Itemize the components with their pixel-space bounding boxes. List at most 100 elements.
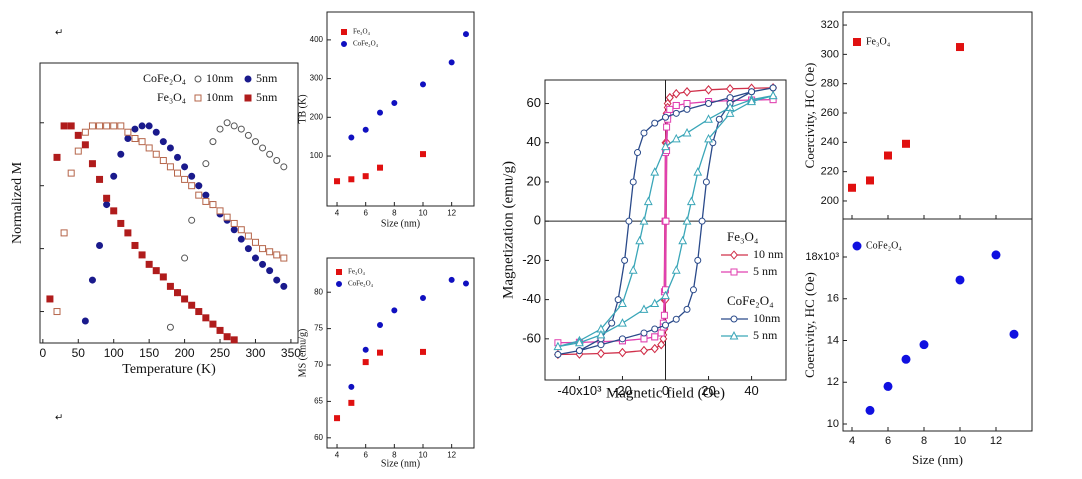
point-marker — [635, 235, 645, 245]
point-marker — [715, 115, 723, 123]
legend-label: 5nm — [256, 71, 278, 85]
point-marker — [678, 235, 688, 245]
y-tick-label: 300 — [821, 48, 839, 60]
point-marker — [103, 122, 111, 130]
legend-label: 10 nm — [753, 247, 784, 261]
x-axis-label: Size (nm) — [912, 452, 963, 467]
x-tick-label: 12 — [447, 208, 456, 217]
point-marker — [67, 169, 75, 177]
point-marker — [448, 59, 455, 66]
point-marker — [628, 265, 638, 274]
point-marker — [768, 90, 778, 100]
point-marker — [377, 321, 384, 328]
point-marker — [202, 160, 210, 168]
point-marker — [110, 172, 118, 180]
point-marker — [665, 92, 674, 103]
point-marker — [237, 235, 245, 243]
x-tick-label: 100 — [104, 346, 124, 360]
point-marker — [348, 383, 355, 390]
legend-marker — [341, 29, 347, 35]
point-marker — [650, 343, 659, 354]
point-marker — [166, 144, 174, 152]
point-marker — [266, 150, 274, 158]
point-marker — [223, 213, 231, 221]
point-marker — [377, 109, 384, 116]
point-marker — [181, 163, 189, 171]
point-marker — [639, 216, 649, 225]
point-marker — [640, 345, 648, 356]
y-tick-label: 14 — [827, 334, 839, 346]
point-marker — [640, 129, 648, 137]
y-axis-label: Normalized M — [10, 161, 25, 244]
y-tick-label: 20 — [527, 173, 541, 188]
point-marker — [280, 254, 288, 262]
point-marker — [726, 84, 735, 94]
point-marker — [152, 128, 160, 136]
point-marker — [725, 108, 735, 117]
point-marker — [110, 122, 118, 130]
x-tick-label: 40 — [744, 383, 758, 398]
point-marker — [1009, 329, 1019, 339]
x-axis-label: Temperature (K) — [122, 362, 216, 377]
x-tick-label: 0 — [39, 346, 46, 360]
point-marker — [60, 229, 68, 237]
point-marker — [683, 105, 691, 113]
point-marker — [618, 347, 627, 358]
y-tick-label: 220 — [821, 166, 839, 178]
y-axis-label: Coercivity, HC (Oe) — [802, 272, 817, 378]
y-tick-label: 260 — [821, 107, 839, 119]
y-tick-label: 200 — [310, 112, 324, 121]
legend-marker — [852, 241, 862, 251]
point-marker — [377, 164, 384, 171]
x-tick-label: 6 — [363, 208, 368, 217]
point-marker — [651, 333, 659, 341]
point-marker — [124, 128, 132, 136]
point-marker — [152, 150, 160, 158]
point-marker — [662, 321, 669, 329]
point-marker — [694, 256, 702, 264]
point-marker — [174, 169, 182, 177]
point-marker — [884, 151, 892, 160]
legend-label: 5 nm — [753, 328, 778, 342]
y-tick-label: 70 — [314, 360, 323, 369]
point-marker — [81, 128, 89, 136]
y-axis-label: Magnetization (emu/g) — [500, 161, 516, 299]
x-tick-label: 50 — [72, 346, 86, 360]
point-marker — [145, 144, 153, 152]
point-marker — [334, 415, 341, 422]
point-marker — [273, 157, 281, 165]
point-marker — [686, 196, 696, 206]
point-marker — [202, 197, 210, 205]
x-tick-label: 6 — [885, 435, 891, 447]
point-marker — [273, 251, 281, 259]
point-marker — [67, 122, 75, 130]
point-marker — [662, 217, 670, 225]
x-tick-label: -40x10³ — [557, 383, 602, 398]
point-marker — [96, 175, 104, 183]
point-marker — [865, 405, 875, 415]
legend-marker — [244, 94, 252, 102]
point-marker — [614, 296, 622, 304]
point-marker — [230, 336, 238, 344]
point-marker — [704, 133, 713, 143]
point-marker — [919, 340, 929, 350]
point-marker — [683, 87, 691, 97]
y-axis-label: Coercivity, HC (Oe) — [802, 63, 817, 169]
point-marker — [671, 133, 681, 143]
point-marker — [280, 282, 288, 290]
point-marker — [419, 348, 426, 355]
x-tick-label: 8 — [921, 435, 927, 447]
point-marker — [693, 167, 703, 176]
point-marker — [698, 217, 706, 225]
x-tick-label: 8 — [392, 208, 397, 217]
point-marker — [181, 254, 189, 262]
legend-marker — [730, 250, 738, 260]
legend-marker — [336, 269, 342, 275]
plot-frame — [326, 11, 475, 207]
point-marker — [216, 207, 224, 215]
legend-marker — [853, 38, 861, 46]
point-marker — [419, 81, 426, 88]
